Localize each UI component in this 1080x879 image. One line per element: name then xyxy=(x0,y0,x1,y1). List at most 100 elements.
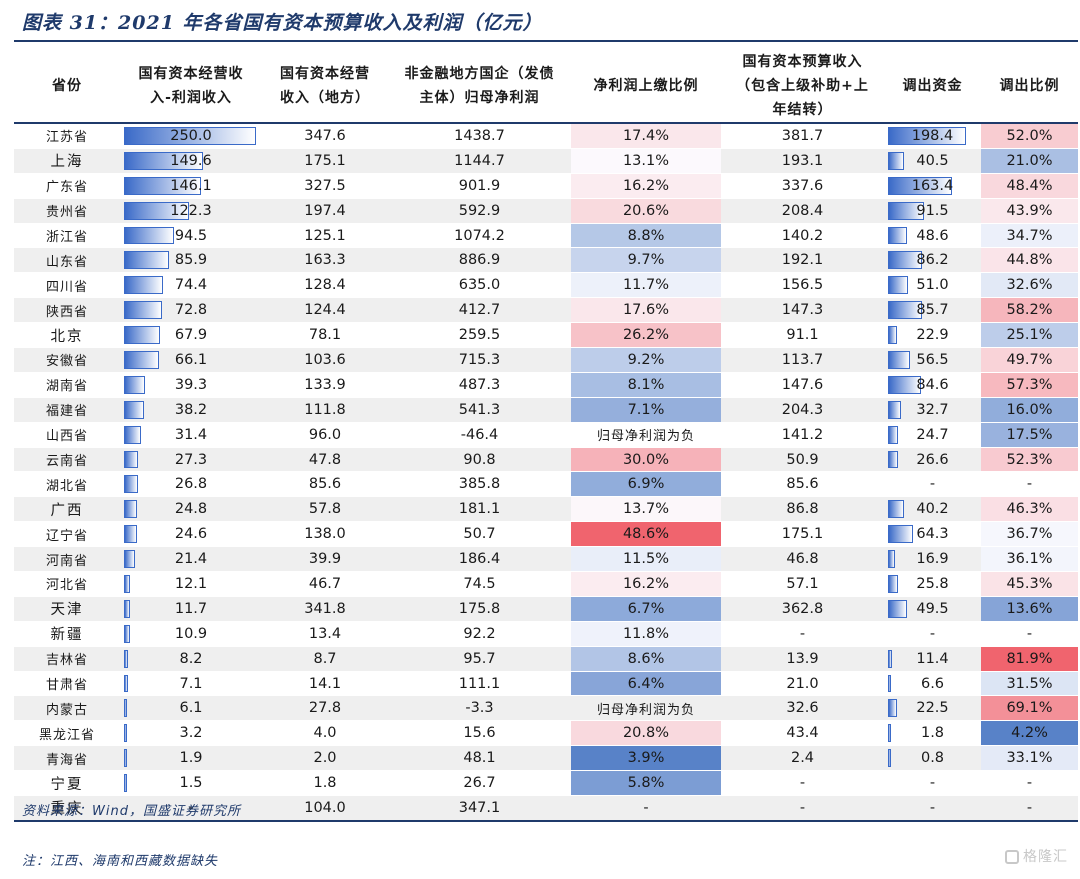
cell-tratio: - xyxy=(981,770,1078,797)
column-header-line: 非金融地方国企（发债 xyxy=(404,66,555,82)
cell-value: 25.1% xyxy=(1006,327,1053,344)
table-row: 湖北省 26.8 85.6 385.8 6.9% 85.6 - - xyxy=(14,471,1078,498)
cell-prov: 云南省 xyxy=(14,447,120,473)
cell-value: 85.6 xyxy=(308,476,342,493)
table-row: 甘肃省 7.1 14.1 111.1 6.4% 21.0 6.6 31.5% xyxy=(14,671,1078,697)
cell-value: 湖南省 xyxy=(45,379,88,395)
cell-budget: 113.7 xyxy=(721,347,884,373)
cell-value: 38.2 xyxy=(174,401,208,418)
data-bar xyxy=(124,450,139,469)
cell-value: 385.8 xyxy=(458,476,501,493)
table-row: 上海 149.6 175.1 1144.7 13.1% 193.1 40.5 21.0% xyxy=(14,148,1078,174)
cell-value: 48.1 xyxy=(463,750,496,767)
cell-value: 715.3 xyxy=(458,351,501,368)
cell-value: - xyxy=(643,799,649,816)
cell-budget: 32.6 xyxy=(721,695,884,722)
cell-value: 17.5% xyxy=(1006,426,1053,443)
cell-value: 50.9 xyxy=(786,451,819,468)
cell-value: 96.0 xyxy=(308,426,342,443)
cell-value: 13.6% xyxy=(1006,600,1053,617)
table-row: 内蒙古 6.1 27.8 -3.3 归母净利润为负 32.6 22.5 69.1% xyxy=(14,695,1078,722)
cell-transfer: - xyxy=(884,621,981,647)
cell-value: 北京 xyxy=(50,328,84,345)
cell-ratio: 8.1% xyxy=(571,372,721,398)
table-row: 福建省 38.2 111.8 541.3 7.1% 204.3 32.7 16.0% xyxy=(14,397,1078,423)
cell-np: 1074.2 xyxy=(388,223,571,249)
cell-value: 6.4% xyxy=(627,675,665,692)
cell-transfer: 0.8 xyxy=(884,745,981,772)
cell-value: 48.6% xyxy=(622,526,670,543)
cell-value: 0.8 xyxy=(920,750,945,767)
data-bar xyxy=(124,550,136,569)
cell-value: 56.5 xyxy=(916,351,949,368)
cell-prov: 吉林省 xyxy=(14,646,120,672)
cell-value: 113.7 xyxy=(781,351,824,368)
cell-op: 13.4 xyxy=(262,621,388,647)
cell-value: 天津 xyxy=(50,602,84,619)
column-header-line: 年结转） xyxy=(772,102,833,118)
cell-op: 78.1 xyxy=(262,322,388,349)
cell-value: 湖北省 xyxy=(45,478,88,494)
cell-value: 17.4% xyxy=(622,127,670,144)
cell-budget: 140.2 xyxy=(721,223,884,249)
cell-value: 27.8 xyxy=(308,700,342,717)
cell-transfer: 6.6 xyxy=(884,671,981,697)
column-header: 净利润上缴比例 xyxy=(571,50,721,124)
cell-value: 104.0 xyxy=(304,799,346,816)
table-row: 新疆 10.9 13.4 92.2 11.8% - - - xyxy=(14,621,1078,647)
cell-prov: 上海 xyxy=(14,148,120,174)
cell-value: 22.5 xyxy=(916,700,949,717)
cell-prov: 河北省 xyxy=(14,571,120,597)
cell-ratio: 20.8% xyxy=(571,720,721,747)
cell-value: 57.1 xyxy=(786,575,819,592)
cell-value: 1.9 xyxy=(179,750,203,767)
cell-np: 347.1 xyxy=(388,795,571,822)
cell-value: 901.9 xyxy=(458,177,501,194)
cell-profit: 31.4 xyxy=(120,422,262,448)
cell-value: - xyxy=(799,775,806,792)
cell-value: 24.7 xyxy=(916,426,949,443)
cell-op: 8.7 xyxy=(262,646,388,672)
data-bar xyxy=(124,699,128,718)
cell-tratio: 32.6% xyxy=(981,272,1078,299)
cell-value: 198.4 xyxy=(911,127,954,144)
table-row: 黑龙江省 3.2 4.0 15.6 20.8% 43.4 1.8 4.2% xyxy=(14,720,1078,747)
cell-prov: 黑龙江省 xyxy=(14,720,120,747)
cell-op: 14.1 xyxy=(262,671,388,697)
cell-np: 901.9 xyxy=(388,173,571,199)
cell-np: 1438.7 xyxy=(388,121,571,149)
cell-transfer: 25.8 xyxy=(884,571,981,597)
cell-profit: 21.4 xyxy=(120,546,262,573)
cell-tratio: 34.7% xyxy=(981,223,1078,249)
cell-profit: 1.9 xyxy=(120,745,262,772)
cell-value: 浙江省 xyxy=(45,230,88,245)
cell-value: 39.9 xyxy=(308,551,342,568)
cell-profit: 12.1 xyxy=(120,571,262,597)
cell-value: 13.9 xyxy=(786,650,819,667)
cell-np: 15.6 xyxy=(388,720,571,747)
cell-value: 1.8 xyxy=(920,725,945,742)
cell-value: 58.2% xyxy=(1006,302,1053,319)
data-bar xyxy=(124,624,130,643)
cell-value: 40.5 xyxy=(916,152,949,169)
cell-value: 11.7 xyxy=(174,600,208,617)
cell-value: 32.6% xyxy=(1006,277,1053,294)
cell-value: 4.0 xyxy=(313,725,337,742)
cell-op: 347.6 xyxy=(262,121,388,149)
column-header: 国有资本经营 收入（地方） xyxy=(262,50,388,124)
cell-value: 归母净利润为负 xyxy=(596,429,695,445)
cell-budget: - xyxy=(721,795,884,822)
column-header: 国有资本预算收入 （包含上级补助+上 年结转） xyxy=(721,50,884,124)
cell-np: 715.3 xyxy=(388,347,571,373)
data-bar xyxy=(124,400,145,419)
cell-prov: 浙江省 xyxy=(14,223,120,249)
cell-value: 新疆 xyxy=(50,627,84,644)
cell-value: 26.8 xyxy=(174,476,208,493)
cell-tratio: 44.8% xyxy=(981,247,1078,274)
cell-ratio: 11.8% xyxy=(571,621,721,647)
cell-np: 95.7 xyxy=(388,646,571,672)
cell-value: 10.9 xyxy=(174,625,208,642)
cell-tratio: 36.1% xyxy=(981,546,1078,573)
cell-value: 辽宁省 xyxy=(45,528,88,544)
column-header-line: 国有资本经营 xyxy=(280,66,370,82)
